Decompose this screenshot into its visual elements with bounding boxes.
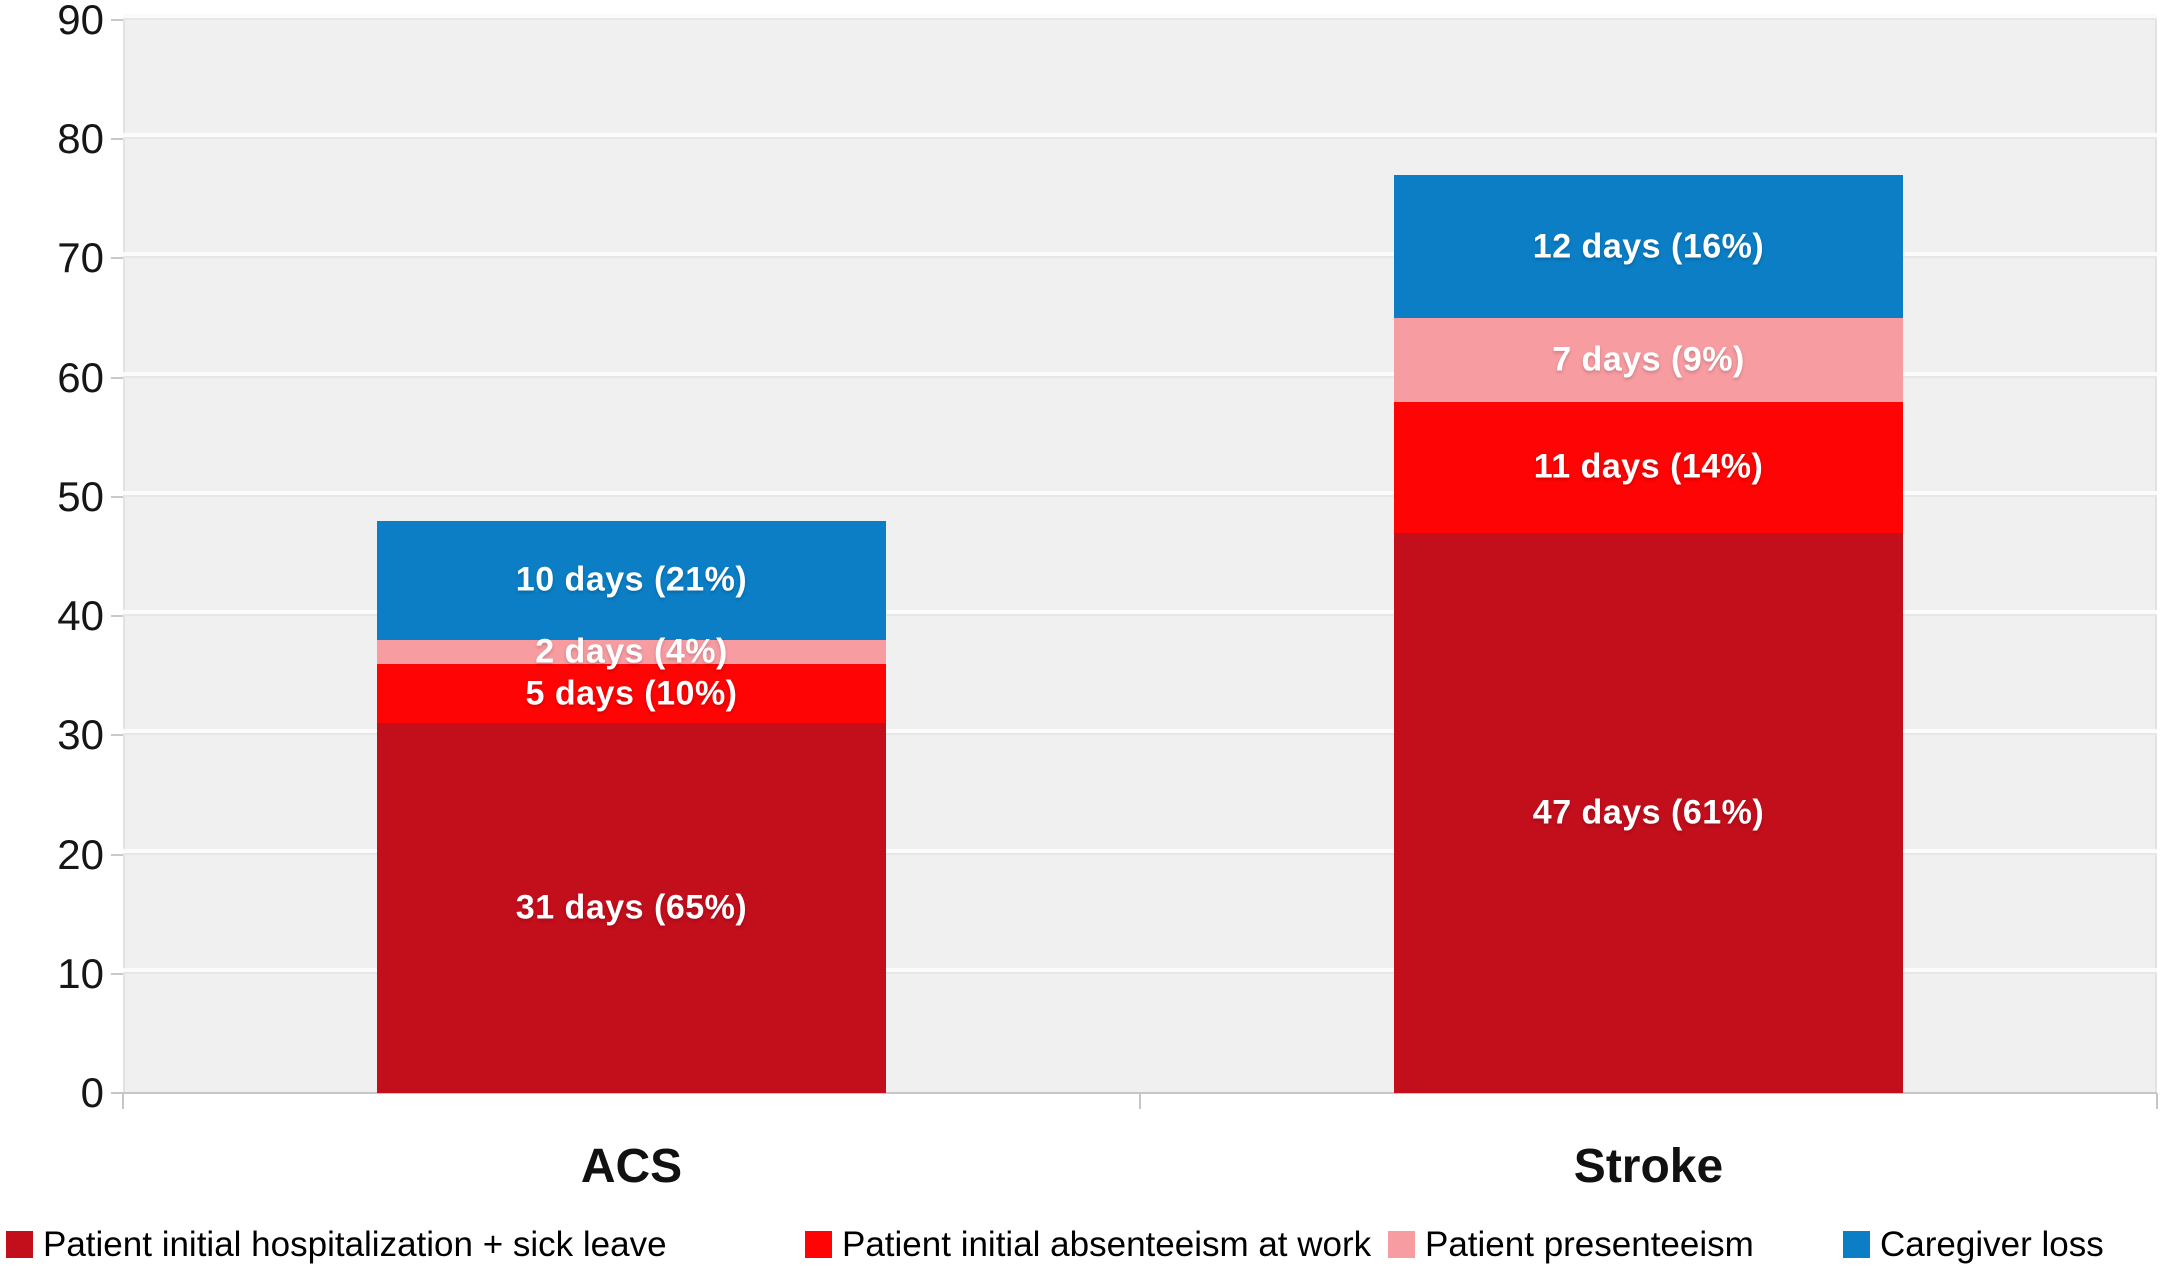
category-label-stroke: Stroke	[1573, 1140, 1724, 1193]
y-axis-tick	[111, 495, 123, 498]
legend-color-swatch-icon	[805, 1230, 832, 1258]
y-axis-tick-label: 60	[57, 353, 104, 401]
stroke-bar-segment-3	[1394, 174, 1903, 319]
legend-item-3: Caregiver loss	[1843, 1222, 2104, 1266]
y-axis-tick-label: 90	[57, 0, 104, 43]
segment-data-label: 11 days (14%)	[1533, 447, 1764, 486]
y-axis-tick	[111, 19, 123, 21]
gridline	[123, 252, 2157, 259]
segment-data-label: 2 days (4%)	[535, 632, 728, 671]
segment-data-label: 7 days (9%)	[1552, 340, 1745, 379]
acs-bar-segment-3	[377, 520, 886, 640]
legend-item-label: Caregiver loss	[1880, 1224, 2104, 1264]
y-axis-tick	[111, 972, 123, 975]
x-axis-tick	[1139, 1093, 1141, 1109]
gridline	[123, 848, 2157, 855]
segment-data-label: 47 days (61%)	[1532, 793, 1765, 832]
segment-data-label: 31 days (65%)	[515, 888, 748, 927]
x-axis-tick	[2156, 1093, 2158, 1109]
category-label-acs: ACS	[580, 1140, 683, 1193]
legend-item-1: Patient initial absenteeism at work	[805, 1222, 1371, 1266]
gridline	[123, 371, 2157, 378]
gridline	[123, 490, 2157, 497]
gridline	[123, 14, 2157, 20]
x-axis-tick	[122, 1093, 124, 1109]
gridline	[123, 729, 2157, 736]
legend-item-label: Patient initial absenteeism at work	[842, 1224, 1372, 1264]
legend-color-swatch-icon	[6, 1230, 33, 1258]
y-axis-tick-label: 50	[57, 472, 104, 520]
acs-bar-segment-1	[377, 663, 886, 724]
y-axis-tick	[111, 138, 123, 141]
y-axis-tick-label: 80	[57, 115, 104, 163]
y-axis-tick-label: 40	[57, 592, 104, 640]
legend-item-label: Patient presenteeism	[1425, 1224, 1754, 1264]
gridline	[123, 967, 2157, 974]
legend-color-swatch-icon	[1388, 1230, 1415, 1258]
segment-data-label: 12 days (16%)	[1532, 226, 1765, 265]
gridline	[123, 610, 2157, 617]
y-axis-tick-label: 30	[57, 711, 104, 759]
gridline	[123, 133, 2157, 140]
y-axis-tick-label: 0	[80, 1069, 104, 1116]
stroke-bar-segment-0	[1394, 532, 1903, 1093]
segment-data-label: 10 days (21%)	[515, 560, 748, 599]
y-axis-tick-label: 20	[57, 830, 104, 878]
stroke-bar-segment-1	[1394, 401, 1903, 533]
y-axis-tick	[111, 376, 123, 379]
y-axis-tick	[111, 734, 123, 737]
stroke-bar-segment-2	[1394, 318, 1903, 402]
legend-item-label: Patient initial hospitalization + sick l…	[43, 1224, 667, 1264]
legend-item-0: Patient initial hospitalization + sick l…	[6, 1222, 667, 1266]
y-axis-tick	[111, 615, 123, 618]
x-axis-line	[113, 1092, 2157, 1094]
y-axis-tick-label: 70	[57, 234, 104, 282]
acs-bar-segment-0	[377, 723, 886, 1093]
legend-item-2: Patient presenteeism	[1388, 1222, 1754, 1266]
legend-color-swatch-icon	[1843, 1230, 1870, 1258]
y-axis-tick	[111, 257, 123, 260]
y-axis-tick-label: 10	[57, 949, 104, 997]
segment-data-label: 5 days (10%)	[525, 673, 738, 712]
acs-bar-segment-2	[377, 639, 886, 664]
y-axis-tick	[111, 853, 123, 856]
